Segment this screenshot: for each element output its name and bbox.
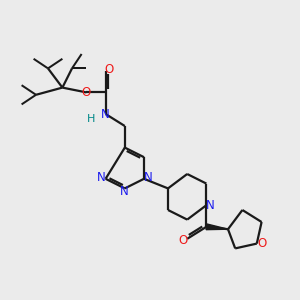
Text: O: O	[105, 63, 114, 76]
Text: N: N	[206, 199, 215, 212]
Text: N: N	[144, 171, 153, 184]
Text: O: O	[178, 233, 188, 247]
Text: O: O	[82, 86, 91, 99]
Text: N: N	[120, 185, 129, 198]
Polygon shape	[206, 224, 228, 230]
Text: N: N	[101, 107, 110, 121]
Text: H: H	[87, 114, 95, 124]
Text: N: N	[97, 171, 106, 184]
Text: O: O	[257, 237, 266, 250]
